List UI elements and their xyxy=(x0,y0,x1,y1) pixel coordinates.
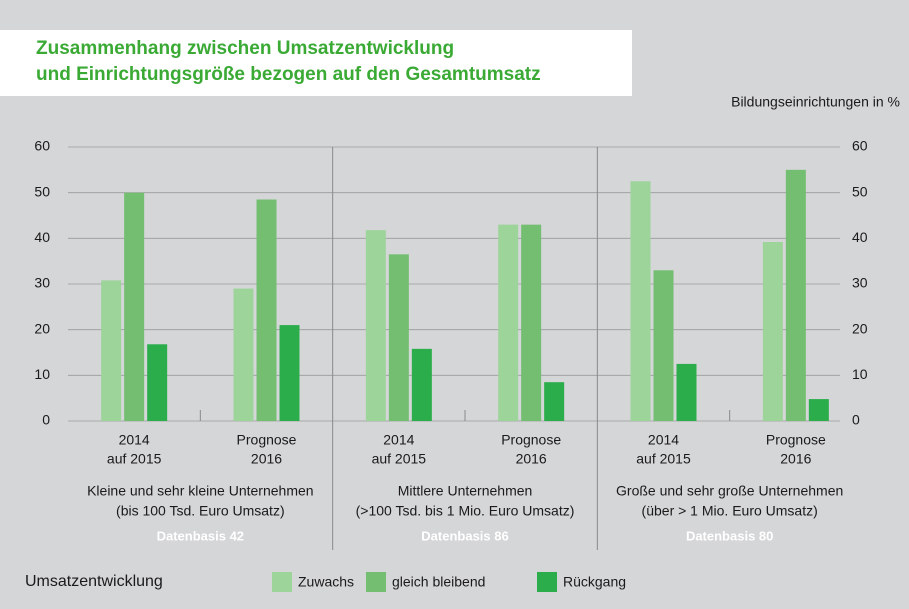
y-tick-label: 50 xyxy=(34,183,50,199)
y-tick-label: 30 xyxy=(34,275,50,291)
bar xyxy=(279,325,300,421)
bar xyxy=(365,230,386,421)
y-tick-label: 20 xyxy=(34,320,50,336)
bar xyxy=(411,348,432,421)
y2-tick-label: 60 xyxy=(852,138,868,154)
x-tick-label: 2014 xyxy=(648,432,679,448)
y-tick-label: 40 xyxy=(34,229,50,245)
group-basis: Datenbasis 42 xyxy=(157,528,244,543)
x-tick-label: auf 2015 xyxy=(107,451,162,467)
bar xyxy=(785,169,806,421)
bar xyxy=(147,344,168,421)
bar xyxy=(101,280,122,421)
group-label: Mittlere Unternehmen xyxy=(398,483,533,499)
y2-tick-label: 40 xyxy=(852,229,868,245)
bar xyxy=(544,382,565,421)
title-box xyxy=(0,30,632,96)
x-tick-label: 2016 xyxy=(516,451,547,467)
y-tick-label: 10 xyxy=(34,366,50,382)
x-tick-label: 2016 xyxy=(251,451,282,467)
x-tick-label: auf 2015 xyxy=(636,451,691,467)
group-label: Kleine und sehr kleine Unternehmen xyxy=(87,483,313,499)
legend-swatch xyxy=(537,572,557,592)
y2-tick-label: 0 xyxy=(852,412,860,428)
x-tick-label: 2014 xyxy=(383,432,414,448)
y2-tick-label: 30 xyxy=(852,275,868,291)
bar xyxy=(653,270,674,421)
bar xyxy=(808,399,829,421)
group-label: (bis 100 Tsd. Euro Umsatz) xyxy=(116,503,285,519)
x-tick-label: Prognose xyxy=(501,432,561,448)
bar xyxy=(630,181,651,421)
y2-tick-label: 50 xyxy=(852,183,868,199)
bar xyxy=(233,288,254,421)
y2-tick-label: 10 xyxy=(852,366,868,382)
bar xyxy=(388,254,409,421)
bar xyxy=(498,224,519,421)
legend-label: Rückgang xyxy=(563,574,626,590)
bar xyxy=(521,224,542,421)
legend-title: Umsatzentwicklung xyxy=(25,573,163,590)
legend-swatch xyxy=(272,572,292,592)
x-tick-label: Prognose xyxy=(237,432,297,448)
x-tick-label: 2016 xyxy=(780,451,811,467)
group-label: (über > 1 Mio. Euro Umsatz) xyxy=(642,503,818,519)
chart-title: Zusammenhang zwischen Umsatzentwicklung xyxy=(36,38,454,59)
bar xyxy=(256,199,277,421)
y-tick-label: 0 xyxy=(42,412,50,428)
group-label: (>100 Tsd. bis 1 Mio. Euro Umsatz) xyxy=(356,503,575,519)
group-basis: Datenbasis 80 xyxy=(686,528,773,543)
bar xyxy=(762,241,783,421)
legend-swatch xyxy=(366,572,386,592)
unit-label: Bildungseinrichtungen in % xyxy=(731,94,900,110)
x-tick-label: 2014 xyxy=(119,432,150,448)
bar xyxy=(124,192,145,421)
chart-title: und Einrichtungsgröße bezogen auf den Ge… xyxy=(36,64,541,85)
group-label: Große und sehr große Unternehmen xyxy=(616,483,843,499)
x-tick-label: auf 2015 xyxy=(372,451,427,467)
group-basis: Datenbasis 86 xyxy=(421,528,508,543)
x-tick-label: Prognose xyxy=(766,432,826,448)
legend-label: gleich bleibend xyxy=(392,574,485,590)
y2-tick-label: 20 xyxy=(852,320,868,336)
bar xyxy=(676,363,697,421)
y-tick-label: 60 xyxy=(34,138,50,154)
legend-label: Zuwachs xyxy=(298,574,354,590)
